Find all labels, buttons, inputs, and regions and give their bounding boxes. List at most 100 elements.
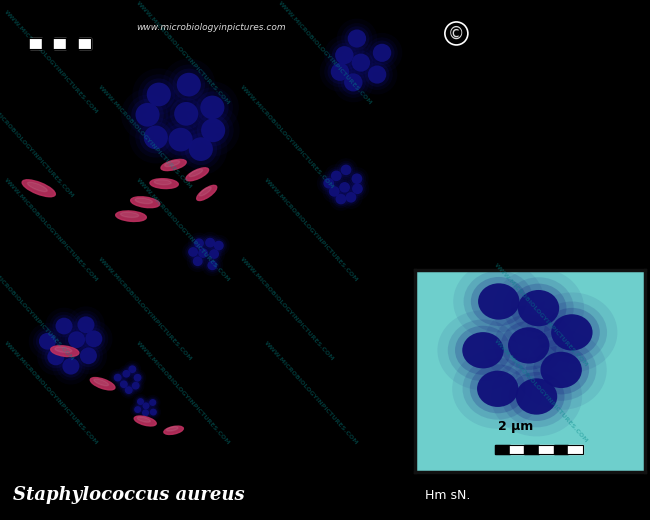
Circle shape [463, 270, 534, 332]
Circle shape [352, 184, 363, 194]
Circle shape [350, 172, 364, 186]
Circle shape [129, 111, 183, 163]
Circle shape [323, 178, 334, 188]
Circle shape [207, 248, 221, 261]
Circle shape [462, 332, 504, 369]
Ellipse shape [120, 212, 139, 217]
Circle shape [125, 362, 139, 376]
Circle shape [192, 110, 233, 150]
Circle shape [85, 330, 102, 347]
Circle shape [124, 385, 134, 395]
Circle shape [122, 384, 135, 397]
Ellipse shape [116, 211, 146, 222]
Text: WWW.MICROBIOLOGYINPICTURES.COM: WWW.MICROBIOLOGYINPICTURES.COM [263, 340, 359, 446]
Circle shape [72, 310, 101, 339]
Circle shape [503, 277, 574, 339]
Circle shape [515, 330, 606, 410]
Circle shape [197, 114, 229, 146]
Circle shape [188, 247, 198, 257]
Circle shape [362, 33, 402, 73]
Circle shape [168, 128, 192, 151]
Bar [54, 38, 66, 49]
Circle shape [204, 257, 221, 274]
Circle shape [131, 99, 164, 131]
Circle shape [148, 398, 157, 407]
Circle shape [491, 357, 582, 436]
Circle shape [510, 283, 566, 333]
Circle shape [62, 326, 91, 354]
Circle shape [493, 315, 564, 376]
Bar [539, 445, 554, 454]
Circle shape [83, 328, 105, 350]
Circle shape [200, 96, 224, 119]
Circle shape [337, 161, 355, 179]
Bar [554, 445, 568, 454]
Circle shape [324, 164, 348, 188]
Ellipse shape [154, 180, 171, 185]
Circle shape [533, 345, 589, 395]
Circle shape [141, 408, 150, 418]
Ellipse shape [189, 169, 203, 177]
Circle shape [140, 400, 152, 412]
Text: WWW.MICROBIOLOGYINPICTURES.COM: WWW.MICROBIOLOGYINPICTURES.COM [277, 1, 373, 106]
Circle shape [174, 102, 198, 126]
Circle shape [202, 235, 218, 251]
Text: WWW.MICROBIOLOGYINPICTURES.COM: WWW.MICROBIOLOGYINPICTURES.COM [98, 256, 193, 362]
Circle shape [331, 171, 342, 181]
Circle shape [117, 378, 131, 391]
Circle shape [334, 158, 358, 181]
Bar [30, 38, 42, 49]
Circle shape [453, 262, 544, 342]
Circle shape [194, 238, 204, 248]
Circle shape [187, 104, 240, 157]
Circle shape [192, 242, 214, 264]
Circle shape [29, 323, 66, 360]
Circle shape [55, 318, 73, 334]
Circle shape [345, 47, 376, 78]
Text: Staphylococcus aureus: Staphylococcus aureus [13, 486, 244, 504]
Circle shape [195, 245, 212, 262]
Circle shape [214, 241, 224, 251]
Circle shape [62, 358, 79, 374]
Ellipse shape [135, 198, 153, 204]
Bar [42, 38, 54, 49]
Text: WWW.MICROBIOLOGYINPICTURES.COM: WWW.MICROBIOLOGYINPICTURES.COM [98, 84, 193, 190]
Circle shape [437, 310, 528, 390]
Circle shape [187, 245, 200, 258]
Circle shape [74, 342, 103, 370]
Circle shape [170, 98, 203, 130]
Circle shape [463, 358, 533, 420]
Text: WWW.MICROBIOLOGYINPICTURES.COM: WWW.MICROBIOLOGYINPICTURES.COM [135, 1, 231, 106]
Circle shape [77, 316, 94, 333]
Circle shape [471, 277, 526, 326]
Ellipse shape [27, 182, 47, 192]
Circle shape [346, 177, 369, 200]
Circle shape [39, 333, 56, 349]
Circle shape [201, 119, 225, 142]
Circle shape [129, 369, 146, 386]
Circle shape [190, 235, 207, 252]
Circle shape [42, 343, 70, 371]
Circle shape [191, 255, 204, 268]
Circle shape [352, 54, 370, 72]
Circle shape [130, 402, 146, 417]
Text: Hm sN.: Hm sN. [424, 489, 470, 502]
Circle shape [341, 70, 366, 95]
Circle shape [187, 251, 209, 272]
Circle shape [109, 369, 127, 386]
Circle shape [333, 192, 348, 206]
Ellipse shape [22, 180, 55, 197]
Circle shape [112, 372, 123, 383]
Circle shape [185, 133, 217, 165]
Ellipse shape [186, 168, 209, 181]
Circle shape [180, 129, 222, 170]
Circle shape [335, 46, 354, 64]
Circle shape [79, 324, 109, 353]
Circle shape [140, 121, 172, 153]
Circle shape [345, 167, 369, 190]
Circle shape [202, 255, 223, 276]
Circle shape [327, 184, 341, 199]
Circle shape [196, 92, 229, 123]
Circle shape [59, 355, 83, 378]
Circle shape [127, 364, 138, 374]
